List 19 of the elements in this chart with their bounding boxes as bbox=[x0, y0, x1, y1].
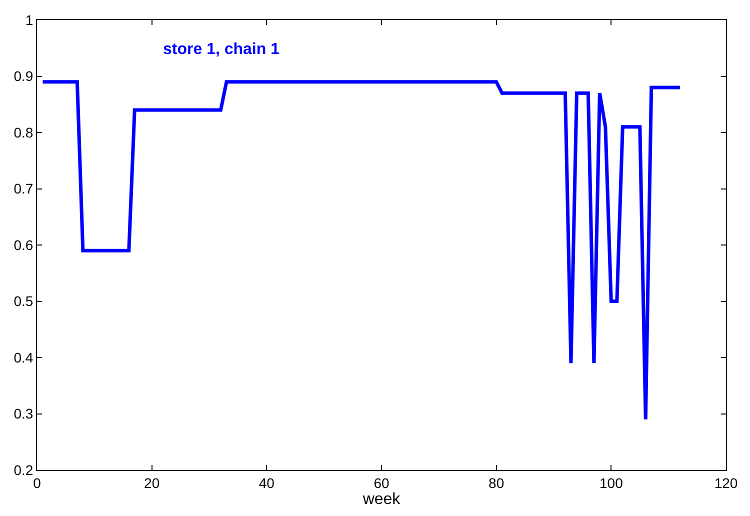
y-tick-label: 1 bbox=[25, 12, 34, 28]
line-series bbox=[40, 80, 682, 422]
y-tick-label: 0.6 bbox=[14, 236, 34, 253]
y-tick-label: 0.9 bbox=[14, 68, 34, 84]
y-tick-label: 0.7 bbox=[14, 180, 34, 197]
x-tick-label: 0 bbox=[33, 474, 42, 491]
x-tick-label: 120 bbox=[714, 474, 738, 491]
y-tick-label: 0.8 bbox=[14, 124, 34, 140]
x-axis-title: week bbox=[362, 490, 402, 508]
y-tick-label: 0.2 bbox=[14, 462, 34, 478]
x-tick-label: 80 bbox=[488, 474, 504, 491]
x-tick-label: 100 bbox=[599, 474, 624, 491]
y-tick-label: 0.5 bbox=[14, 293, 34, 310]
series-label: store 1, chain 1 bbox=[163, 41, 280, 58]
y-tick-label: 0.4 bbox=[14, 349, 34, 366]
x-tick-label: 20 bbox=[144, 474, 160, 491]
x-tick-label: 60 bbox=[374, 474, 390, 491]
y-tick-label: 0.3 bbox=[14, 406, 34, 422]
x-tick-label: 40 bbox=[258, 474, 275, 491]
